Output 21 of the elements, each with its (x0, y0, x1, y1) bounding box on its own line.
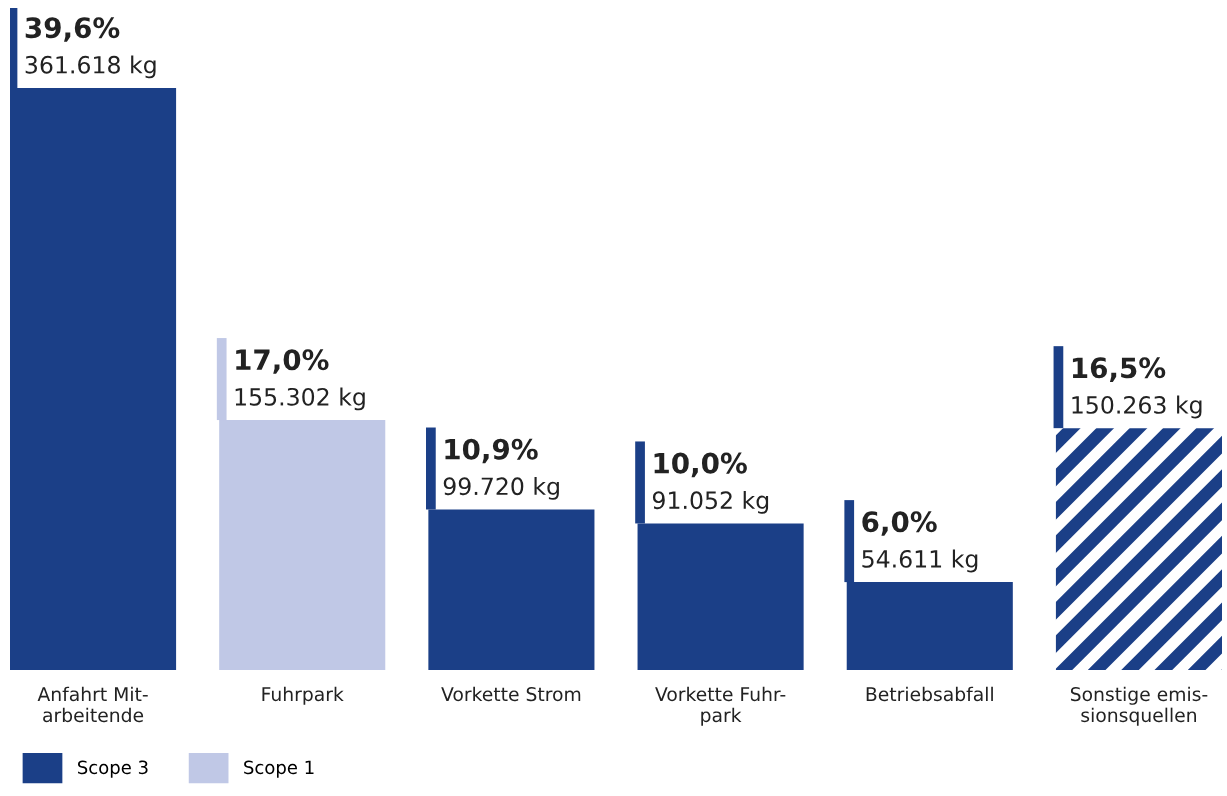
annotation: 10,0% (654, 452, 747, 478)
x-tick-label: Sonstige emis- sionsquellen (1070, 686, 1208, 726)
data-label: 361.618 kg (25, 55, 156, 79)
data-label: 99.720 kg (443, 476, 559, 500)
legend-label: Scope 3 (78, 760, 148, 778)
annotation: 16,5% (1072, 357, 1166, 382)
x-tick-label: Anfahrt Mit- arbeitende (37, 686, 148, 723)
x-tick-label: Vorkette Fuhr- park (655, 686, 786, 726)
bar (1055, 428, 1222, 670)
annotation: 39,6% (25, 17, 120, 42)
x-tick-label: Fuhrpark (262, 686, 344, 705)
data-label: 150.263 kg (1072, 395, 1202, 419)
legend-label: Scope 1 (244, 760, 314, 778)
x-tick-label: Betriebsabfall (866, 686, 993, 702)
annotation: 10,9% (445, 438, 538, 464)
data-label: 155.302 kg (235, 387, 365, 411)
data-label: 54.611 kg (862, 549, 978, 573)
x-tick-label: Vorkette Strom (441, 686, 581, 702)
data-label: 91.052 kg (652, 490, 769, 514)
annotation: 17,0% (236, 349, 329, 374)
annotation: 6,0% (862, 511, 937, 536)
